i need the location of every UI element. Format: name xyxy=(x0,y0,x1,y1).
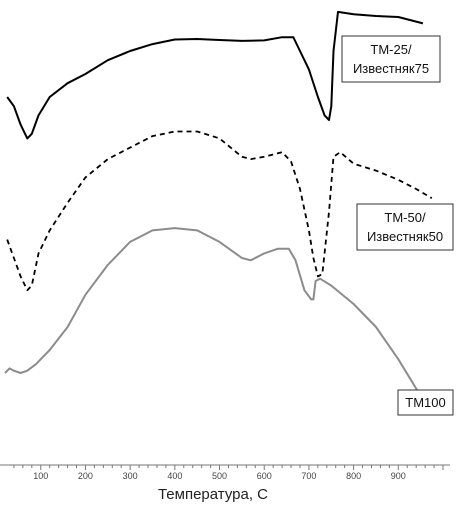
series-line-tm100 xyxy=(4,227,440,416)
x-axis-title: Температура, С xyxy=(158,486,268,503)
series-label-box-tm50 xyxy=(356,203,454,251)
series-label-tm100-line1: TM100 xyxy=(405,395,445,410)
x-axis-ticks: 100 200 300 400 500 600 700 800 900 xyxy=(13,465,444,481)
x-tick-label: 500 xyxy=(212,471,227,481)
x-tick-label: 200 xyxy=(78,471,93,481)
x-tick-label: 400 xyxy=(167,471,182,481)
series-label-tm25-line1: TM-25/ xyxy=(370,42,412,57)
series-label-box-tm25 xyxy=(341,35,441,83)
series-label-tm50-line2: Известняк50 xyxy=(367,229,443,244)
x-tick-label: 900 xyxy=(391,471,406,481)
x-tick-label: 800 xyxy=(346,471,361,481)
series-label-box-tm100 xyxy=(397,389,454,416)
series-line-tm50 xyxy=(6,130,433,292)
series-labels: TM-25/Известняк75 TM-50/Известняк50 TM100 xyxy=(341,35,454,416)
x-tick-label: 100 xyxy=(33,471,48,481)
series-label-tm25-line2: Известняк75 xyxy=(353,61,429,76)
series-line-tm25 xyxy=(6,10,424,140)
x-tick-label: 600 xyxy=(257,471,272,481)
series-label-tm50-line1: TM-50/ xyxy=(384,210,426,225)
x-tick-label: 700 xyxy=(301,471,316,481)
x-tick-label: 300 xyxy=(123,471,138,481)
curves-group xyxy=(4,10,440,416)
